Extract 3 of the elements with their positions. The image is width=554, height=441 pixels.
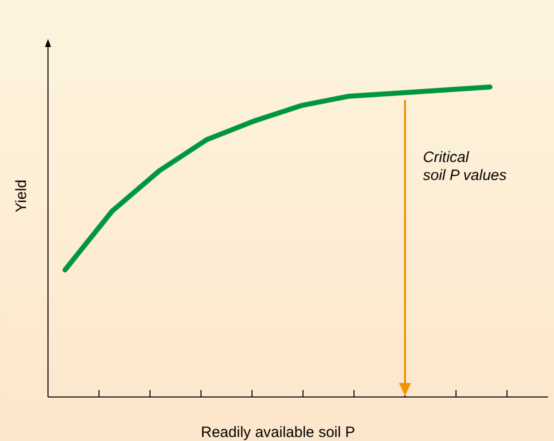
x-axis-title: Readily available soil P	[200, 424, 356, 441]
y-axis-title: Yield	[13, 180, 30, 212]
annotation: Critical soil P values	[423, 149, 508, 184]
